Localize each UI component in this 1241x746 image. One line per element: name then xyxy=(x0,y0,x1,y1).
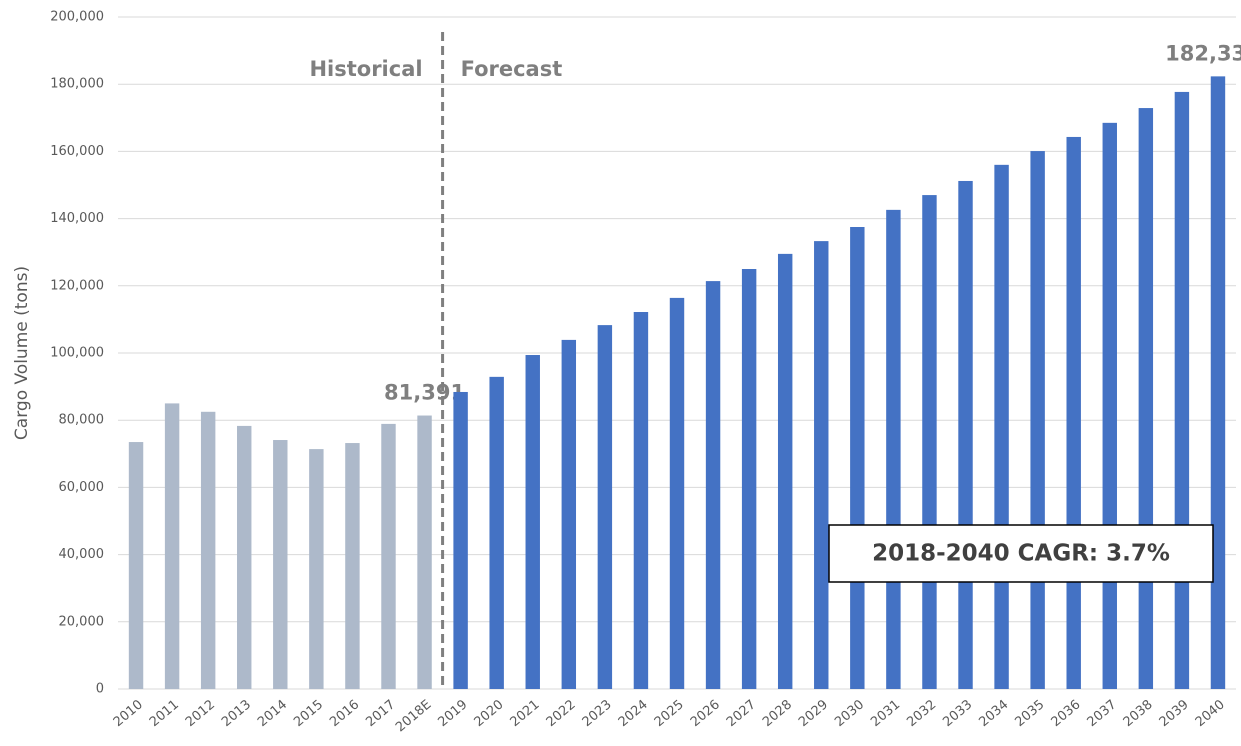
legend-label: Historical xyxy=(309,57,422,81)
bar xyxy=(994,164,1009,690)
x-tick-label: 2023 xyxy=(580,697,615,730)
bar xyxy=(741,269,757,689)
bar xyxy=(922,195,937,689)
x-tick-label: 2029 xyxy=(796,697,831,730)
x-tick-label: 2024 xyxy=(616,697,651,730)
x-tick-label: 2025 xyxy=(652,697,687,730)
x-tick-label: 2018E xyxy=(393,697,434,735)
bar xyxy=(453,391,468,689)
x-tick-label: 2014 xyxy=(255,697,290,730)
annotation: 2018-2040 CAGR: 3.7% xyxy=(872,541,1170,567)
x-tick-label: 2033 xyxy=(940,697,975,730)
y-tick-label: 20,000 xyxy=(59,614,105,629)
bar xyxy=(633,312,649,689)
x-tick-label: 2026 xyxy=(688,697,723,730)
x-tick-label: 2027 xyxy=(724,697,759,730)
x-tick-label: 2032 xyxy=(904,697,939,730)
bar xyxy=(597,325,613,689)
y-tick-label: 100,000 xyxy=(50,346,104,361)
x-tick-label: 2015 xyxy=(291,697,326,730)
x-tick-label: 2028 xyxy=(760,697,795,730)
y-tick-label: 120,000 xyxy=(50,278,104,293)
bar xyxy=(958,180,973,689)
bar xyxy=(345,443,360,689)
x-tick-label: 2011 xyxy=(147,697,182,730)
y-tick-label: 60,000 xyxy=(59,480,105,495)
bar xyxy=(1066,136,1081,689)
x-tick-label: 2022 xyxy=(544,697,579,730)
x-tick-label: 2039 xyxy=(1157,697,1192,730)
value-label: 81,391 xyxy=(384,381,465,405)
x-tick-label: 2034 xyxy=(976,697,1011,730)
bar xyxy=(200,411,216,689)
bar xyxy=(309,449,324,689)
bar xyxy=(561,339,577,689)
bar xyxy=(128,442,144,689)
bar xyxy=(164,403,180,689)
x-tick-label: 2037 xyxy=(1085,697,1120,730)
x-tick-label: 2038 xyxy=(1121,697,1156,730)
y-tick-label: 140,000 xyxy=(50,211,104,226)
x-tick-label: 2021 xyxy=(508,697,543,730)
x-tick-label: 2031 xyxy=(868,697,903,730)
bar xyxy=(850,227,865,689)
y-tick-label: 40,000 xyxy=(59,547,105,562)
value-label: 182,332 xyxy=(1165,41,1241,65)
bar xyxy=(886,209,901,689)
bar xyxy=(1138,108,1154,689)
y-axis-label: Cargo Volume (tons) xyxy=(12,266,32,440)
x-tick-label: 2019 xyxy=(435,697,470,730)
legend-label: Forecast xyxy=(461,57,563,81)
bar xyxy=(489,376,504,689)
bar xyxy=(669,297,685,689)
y-tick-label: 200,000 xyxy=(50,10,104,25)
x-tick-label: 2016 xyxy=(327,697,362,730)
bar xyxy=(777,253,793,689)
bar xyxy=(1030,151,1045,690)
bar xyxy=(1174,91,1190,690)
bar xyxy=(237,425,252,689)
y-tick-label: 180,000 xyxy=(50,77,104,92)
y-tick-label: 0 xyxy=(96,682,104,697)
bar xyxy=(705,281,721,689)
x-tick-label: 2013 xyxy=(219,697,254,730)
x-tick-label: 2030 xyxy=(832,697,867,730)
x-tick-label: 2010 xyxy=(111,697,146,730)
bar xyxy=(273,440,288,689)
x-tick-label: 2012 xyxy=(183,697,218,730)
bar xyxy=(381,423,396,689)
bar xyxy=(417,415,432,689)
x-tick-label: 2040 xyxy=(1193,697,1228,730)
bar xyxy=(1210,76,1226,689)
y-tick-label: 80,000 xyxy=(59,413,105,428)
bar xyxy=(1102,122,1117,690)
annotation-box xyxy=(828,524,1214,583)
bar xyxy=(814,241,829,689)
y-tick-label: 160,000 xyxy=(50,144,104,159)
bar xyxy=(525,355,540,689)
x-tick-label: 2036 xyxy=(1049,697,1084,730)
x-tick-label: 2020 xyxy=(472,697,507,730)
x-tick-label: 2035 xyxy=(1012,697,1047,730)
